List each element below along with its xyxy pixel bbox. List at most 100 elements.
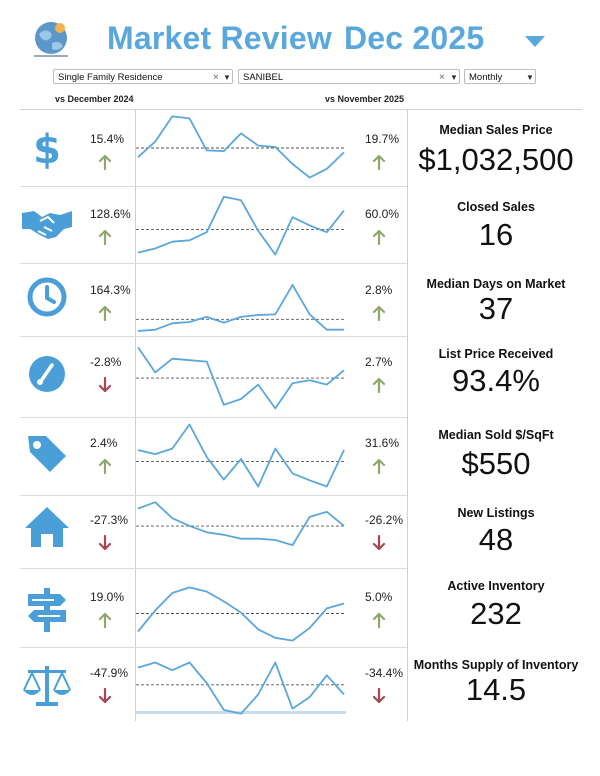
sparkline-series [137, 346, 345, 410]
arrow-up-icon [98, 612, 112, 628]
chevron-down-icon[interactable]: ▼ [223, 73, 231, 82]
price-tag-icon [28, 436, 66, 472]
divider [407, 109, 408, 721]
yoy-change: 164.3% [90, 283, 131, 297]
title-report-name: Market Review [107, 20, 332, 56]
yoy-change: 2.4% [90, 436, 118, 450]
sparkline-series [137, 195, 345, 256]
yoy-change: -27.3% [90, 513, 129, 527]
yoy-change: 128.6% [90, 207, 131, 221]
yoy-change: -2.8% [90, 355, 122, 369]
sparkline-series [137, 501, 345, 546]
sparkline-series [137, 661, 345, 715]
mom-comparison-label: vs November 2025 [325, 94, 405, 104]
metric-value: $550 [461, 446, 531, 481]
metric-row: -27.3% -26.2% New Listings 48 [20, 496, 582, 569]
sparkline [136, 661, 346, 715]
page-title: Market Review Dec 2025 [107, 20, 484, 57]
metric-row: 2.4% 31.6% Median Sold $/SqFt $550 [20, 418, 582, 496]
property-type-filter[interactable]: Single Family Residence × ▼ [53, 69, 233, 84]
arrow-up-icon [372, 229, 386, 245]
sparkline [136, 346, 346, 410]
property-type-value: Single Family Residence [58, 72, 163, 83]
divider [20, 336, 407, 337]
city-value: SANIBEL [243, 72, 284, 83]
arrow-down-icon [98, 377, 112, 393]
arrow-up-icon [372, 377, 386, 393]
period-value: Monthly [469, 72, 503, 83]
metric-label: Active Inventory [447, 579, 545, 593]
metric-value: 93.4% [452, 363, 540, 398]
sparkline-series [137, 586, 345, 642]
mom-change: 5.0% [365, 590, 393, 604]
metric-row: -47.9% -34.4% Months Supply of Inventory… [20, 648, 582, 721]
sparkline [136, 423, 346, 488]
metric-row: $ 15.4% 19.7% Median Sales Price $1,032,… [20, 110, 582, 187]
metric-row: 164.3% 2.8% Median Days on Market 37 [20, 264, 582, 337]
handshake-icon [22, 211, 72, 239]
mom-change: 31.6% [365, 436, 400, 450]
city-filter[interactable]: SANIBEL × ▼ [238, 69, 460, 84]
sparkline [136, 115, 346, 179]
arrow-down-icon [98, 688, 112, 704]
sparkline-series [137, 423, 345, 488]
arrow-down-icon [98, 535, 112, 551]
metric-label: Median Days on Market [426, 277, 566, 291]
yoy-change: -47.9% [90, 666, 129, 680]
clock-icon [27, 277, 67, 317]
dollar-icon: $ [33, 127, 61, 173]
clear-property-type-icon[interactable]: × [213, 72, 219, 83]
arrow-down-icon [372, 688, 386, 704]
house-icon [25, 507, 69, 547]
chevron-down-icon[interactable]: ▼ [526, 73, 534, 82]
scale-icon [23, 666, 71, 706]
metric-label: Median Sales Price [439, 123, 553, 137]
divider [20, 263, 407, 264]
divider [20, 568, 407, 569]
metric-value: 48 [478, 522, 514, 557]
yoy-change: 19.0% [90, 590, 125, 604]
metric-value: 16 [478, 217, 514, 252]
metric-row: 19.0% 5.0% Active Inventory 232 [20, 569, 582, 648]
yoy-change: 15.4% [90, 132, 125, 146]
metric-value: 232 [470, 596, 522, 631]
arrow-up-icon [98, 305, 112, 321]
globe-logo-icon [34, 22, 68, 57]
metric-label: New Listings [457, 506, 535, 520]
period-filter[interactable]: Monthly ▼ [464, 69, 536, 84]
arrow-up-icon [98, 154, 112, 170]
arrow-up-icon [372, 612, 386, 628]
mom-change: -34.4% [365, 666, 404, 680]
yoy-comparison-label: vs December 2024 [55, 94, 134, 104]
signpost-icon [28, 588, 66, 632]
arrow-up-icon [372, 154, 386, 170]
gauge-icon [29, 356, 65, 392]
arrow-down-icon [372, 535, 386, 551]
divider [20, 109, 582, 110]
metric-label: Closed Sales [457, 200, 535, 214]
svg-text:$: $ [33, 127, 61, 173]
metric-row: -2.8% 2.7% List Price Received 93.4% [20, 337, 582, 418]
metric-label: List Price Received [438, 347, 554, 361]
metric-value: $1,032,500 [418, 142, 574, 177]
sparkline [136, 501, 346, 546]
clear-city-icon[interactable]: × [439, 72, 445, 83]
sparkline-series [137, 115, 345, 179]
mom-change: -26.2% [365, 513, 404, 527]
sparkline [136, 283, 346, 332]
sparkline [136, 195, 346, 256]
title-report-date: Dec 2025 [343, 20, 485, 56]
metric-row: 128.6% 60.0% Closed Sales 16 [20, 187, 582, 264]
arrow-up-icon [98, 229, 112, 245]
metric-label: Months Supply of Inventory [413, 658, 579, 672]
chevron-down-icon[interactable]: ▼ [450, 73, 458, 82]
divider [135, 109, 136, 721]
mom-change: 2.8% [365, 283, 393, 297]
divider [20, 186, 407, 187]
sparkline-series [137, 283, 344, 332]
divider [20, 495, 407, 496]
metric-value: 37 [478, 291, 514, 326]
caret-down-icon[interactable] [524, 34, 546, 48]
arrow-up-icon [372, 305, 386, 321]
mom-change: 19.7% [365, 132, 400, 146]
